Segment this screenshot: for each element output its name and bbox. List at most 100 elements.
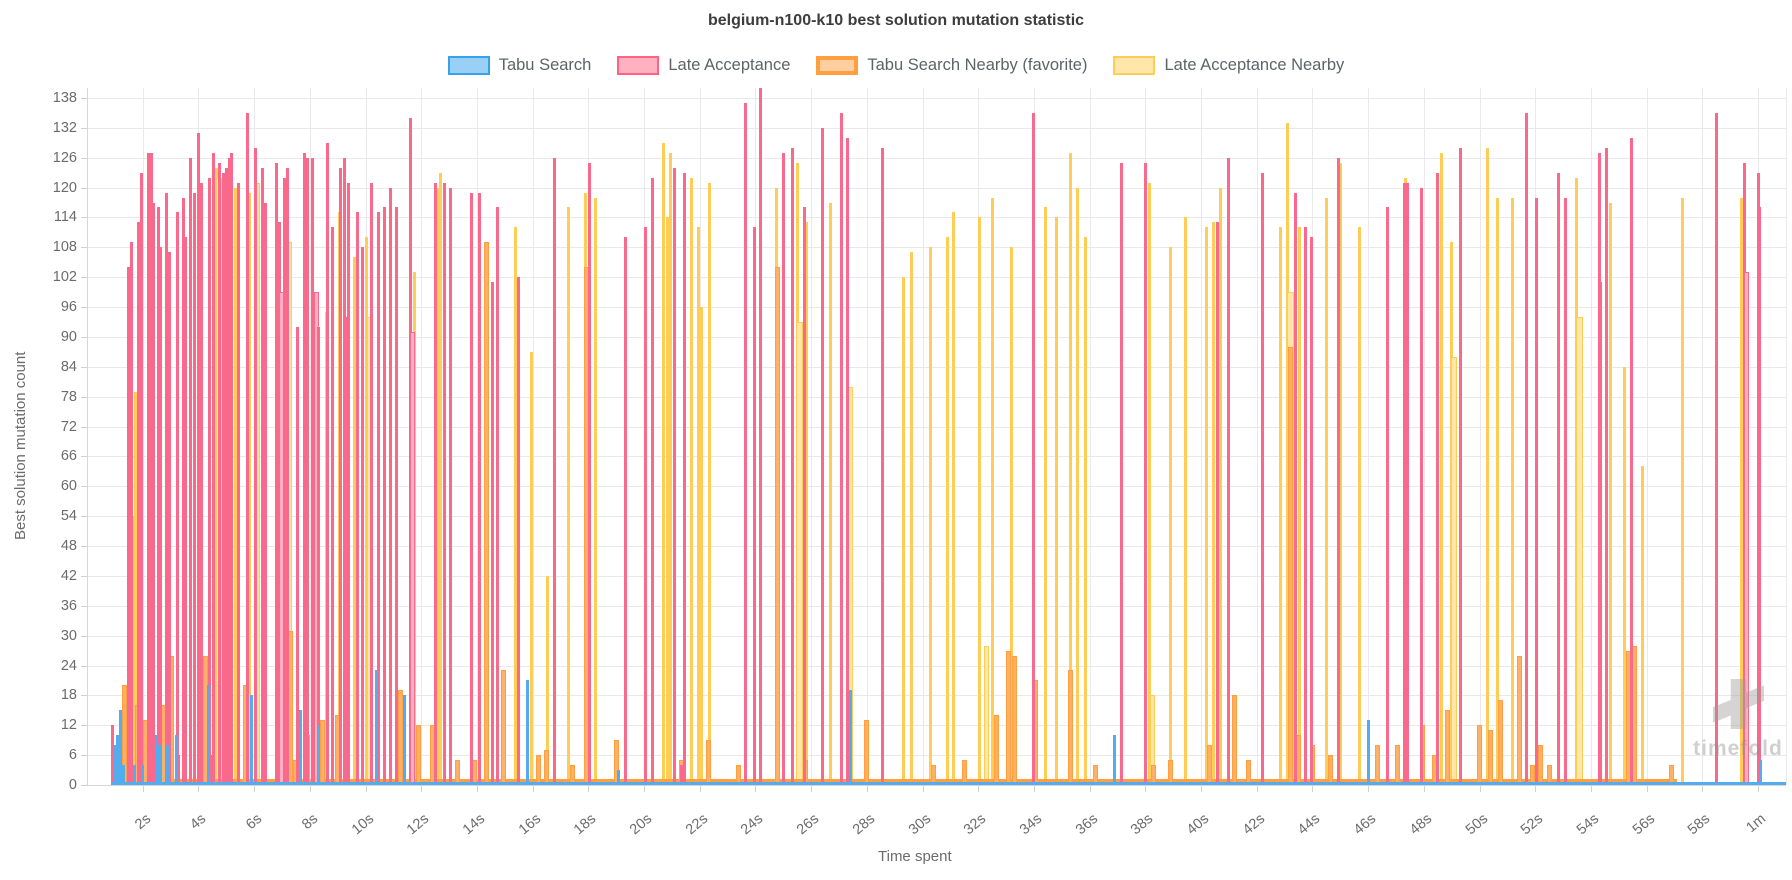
bar — [1402, 182, 1406, 785]
bar — [408, 117, 412, 785]
bar — [134, 391, 138, 785]
x-tick-label: 26s — [794, 810, 823, 839]
bar — [302, 152, 306, 785]
bar — [224, 167, 228, 785]
x-gridline — [1423, 88, 1425, 785]
bar — [668, 152, 672, 785]
y-tick-label: 60 — [60, 478, 77, 495]
bar — [820, 127, 824, 785]
bar — [146, 152, 150, 785]
bar — [1298, 227, 1302, 785]
y-gridline — [87, 217, 1786, 219]
y-tick-mark — [81, 755, 87, 757]
bar — [1043, 207, 1047, 785]
y-gridline — [87, 396, 1786, 398]
y-tick-mark — [81, 247, 87, 249]
bar — [196, 132, 200, 785]
bar — [1006, 650, 1012, 785]
x-gridline — [309, 88, 311, 785]
legend-label: Late Acceptance — [668, 56, 791, 74]
bar — [1744, 272, 1750, 785]
bar — [1205, 227, 1209, 785]
x-gridline — [1702, 88, 1704, 785]
bar — [1477, 725, 1482, 785]
bar — [184, 237, 188, 785]
y-tick-mark — [81, 516, 87, 518]
x-tick-mark — [1145, 785, 1147, 792]
bar — [848, 690, 852, 785]
y-tick-mark — [81, 396, 87, 398]
bar — [1216, 222, 1220, 785]
bar — [127, 267, 131, 785]
x-tick-label: 58s — [1685, 810, 1714, 839]
legend-item[interactable]: Tabu Search Nearby (favorite) — [816, 56, 1087, 75]
bar — [736, 765, 742, 785]
y-tick-mark — [81, 635, 87, 637]
y-gridline — [87, 97, 1786, 99]
bar — [901, 277, 905, 785]
bar — [961, 760, 967, 785]
y-tick-label: 12 — [60, 717, 77, 734]
legend-label: Tabu Search — [498, 56, 592, 74]
y-tick-mark — [81, 187, 87, 189]
bar — [1278, 227, 1282, 785]
x-axis-line — [87, 785, 1786, 786]
bar — [544, 750, 550, 785]
bar — [990, 197, 994, 785]
bar — [316, 326, 320, 785]
bar — [1525, 112, 1529, 785]
bar — [311, 157, 315, 785]
x-tick-mark — [1089, 785, 1091, 792]
y-tick-label: 36 — [60, 597, 77, 614]
bar — [1444, 710, 1450, 785]
bar — [410, 331, 416, 785]
y-gridline — [87, 546, 1786, 548]
y-tick-label: 114 — [53, 209, 77, 226]
x-tick-label: 4s — [187, 810, 210, 833]
legend-item[interactable]: Late Acceptance Nearby — [1113, 56, 1344, 75]
y-tick-mark — [81, 575, 87, 577]
bar — [277, 222, 281, 785]
bar — [689, 177, 693, 785]
bar — [1451, 356, 1458, 785]
x-gridline — [142, 88, 144, 785]
y-axis-title: Best solution mutation count — [12, 351, 29, 540]
x-gridline — [1089, 88, 1091, 785]
bar — [1557, 172, 1561, 785]
bar — [1083, 237, 1087, 785]
y-tick-label: 18 — [60, 687, 77, 704]
legend-item[interactable]: Tabu Search — [447, 56, 592, 75]
bar — [1303, 227, 1307, 785]
bar — [319, 720, 325, 785]
y-tick-label: 96 — [60, 299, 77, 316]
bar — [402, 695, 406, 785]
y-gridline — [87, 336, 1786, 338]
x-tick-label: 12s — [404, 810, 433, 839]
bar — [909, 252, 913, 785]
y-gridline — [87, 277, 1786, 279]
bar — [1358, 227, 1362, 785]
y-gridline — [87, 486, 1786, 488]
bar — [199, 182, 203, 785]
bar — [1067, 670, 1073, 785]
x-gridline — [922, 88, 924, 785]
bar — [149, 152, 153, 785]
chart-title: belgium-n100-k10 best solution mutation … — [707, 12, 1085, 29]
x-tick-mark — [1312, 785, 1314, 792]
x-tick-mark — [198, 785, 200, 792]
y-gridline — [87, 605, 1786, 607]
bar — [1167, 760, 1173, 785]
legend-swatch — [816, 56, 859, 75]
y-tick-mark — [81, 127, 87, 129]
y-tick-label: 42 — [60, 567, 77, 584]
bar — [1337, 157, 1341, 785]
bar — [1294, 192, 1298, 785]
bar — [931, 765, 937, 785]
bar — [1068, 152, 1072, 785]
bar — [469, 192, 473, 785]
x-tick-mark — [1479, 785, 1481, 792]
legend-item[interactable]: Late Acceptance — [617, 56, 790, 75]
x-tick-label: 28s — [849, 810, 878, 839]
y-tick-label: 90 — [60, 328, 77, 345]
bar — [110, 725, 114, 785]
